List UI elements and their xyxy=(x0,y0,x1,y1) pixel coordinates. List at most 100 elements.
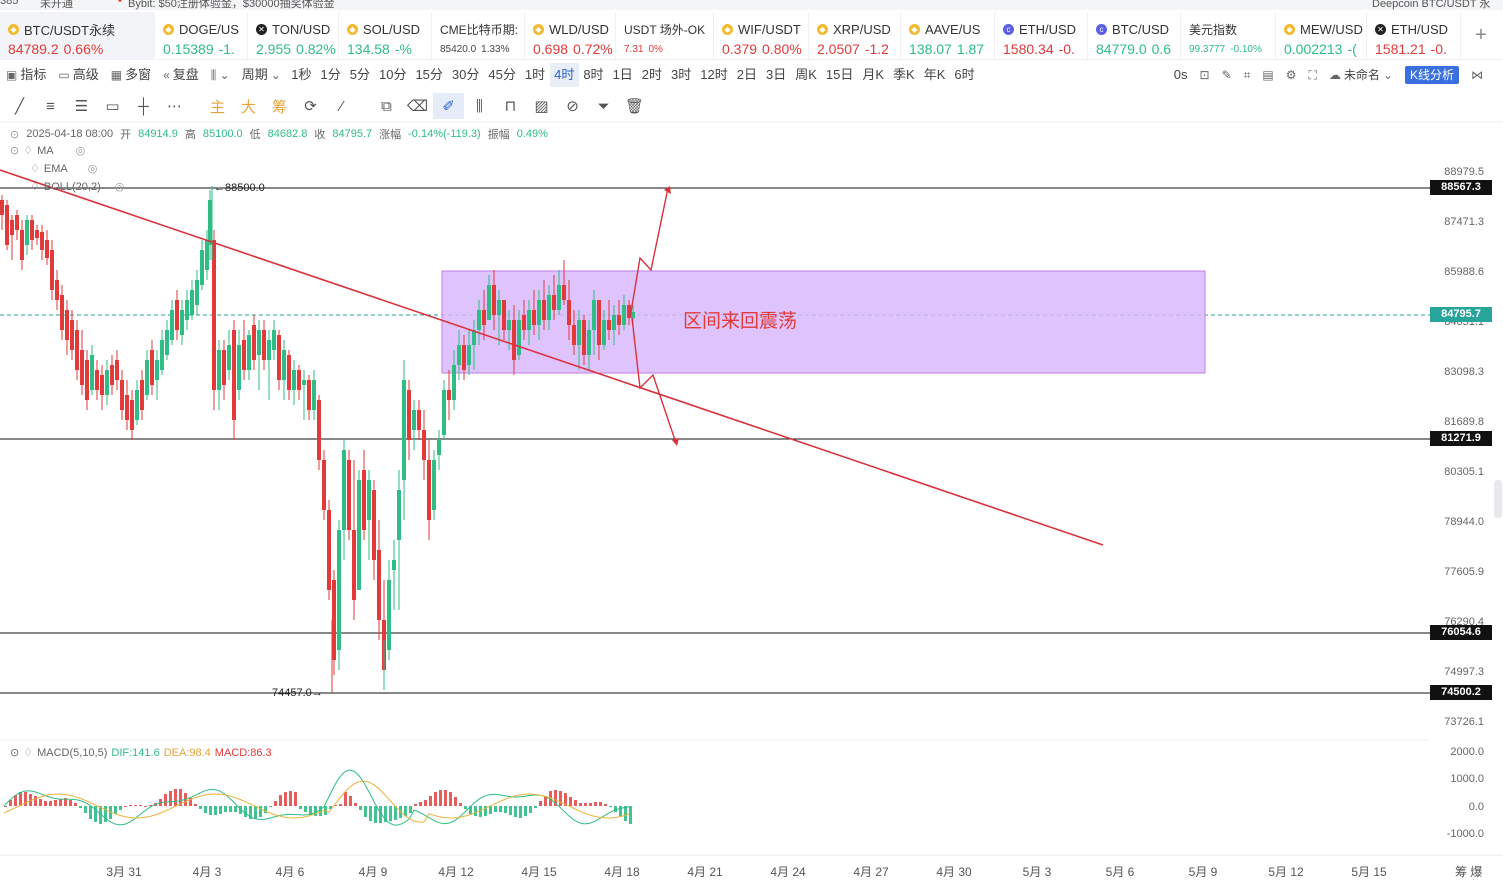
macd-bar xyxy=(529,806,532,813)
interval-6[interactable]: 45分 xyxy=(488,67,516,82)
fib-lines-icon[interactable]: ☰ xyxy=(74,98,89,115)
ticker-tab[interactable]: c BTC/USD 84779.0 0.6 xyxy=(1088,12,1181,60)
ema-legend[interactable]: ♢ EMA ◎ xyxy=(30,162,98,176)
macd-legend[interactable]: ⊙ ♢ MACD(5,10,5) DIF:141.6 DEA:98.4 MACD… xyxy=(10,746,272,760)
macd-bar xyxy=(389,806,392,821)
magic-wand-icon[interactable]: ⁄ xyxy=(340,97,343,115)
main-indicator-button[interactable]: 主 xyxy=(209,98,225,116)
macd-bar xyxy=(384,806,387,822)
boll-legend[interactable]: ♢ BOLL(20,2) ◎ xyxy=(30,180,125,194)
interval-18[interactable]: 月K xyxy=(862,67,885,82)
macd-bar xyxy=(594,802,597,806)
ticker-tab[interactable]: ◆ BTC/USDT永续 84789.2 0.66% xyxy=(0,12,155,60)
interval-12[interactable]: 3时 xyxy=(671,67,692,82)
interval-5[interactable]: 30分 xyxy=(451,67,480,82)
ticker-tab[interactable]: ◆ DOGE/US 0.15389 -1. xyxy=(155,12,248,60)
interval-13[interactable]: 12时 xyxy=(700,67,728,82)
rectangle-tool-icon[interactable]: ▭ xyxy=(105,98,120,115)
chart-type-button[interactable]: ⫼ ⌄ xyxy=(205,63,236,87)
ma-legend[interactable]: ⊙ ♢ MA ◎ xyxy=(10,144,86,158)
more-tools-icon[interactable]: ⋯ xyxy=(167,98,182,115)
interval-9[interactable]: 8时 xyxy=(583,67,604,82)
save-image-icon[interactable]: ▤ xyxy=(1262,68,1274,82)
collapse-icon[interactable]: ⊙ xyxy=(10,747,20,759)
collapse-icon[interactable]: ⊙ xyxy=(10,128,20,141)
lock-icon[interactable]: ⊓ xyxy=(504,98,517,115)
interval-11[interactable]: 2时 xyxy=(641,67,663,82)
camera-icon[interactable]: ⊡ xyxy=(1199,68,1210,82)
fullscreen-icon[interactable]: ⛶ xyxy=(1308,68,1317,82)
ticker-tab[interactable]: USDT 场外-OK 7.31 0% xyxy=(616,12,714,60)
interval-14[interactable]: 2日 xyxy=(736,67,757,82)
eye-off-icon[interactable]: ◎ xyxy=(114,181,125,193)
ticker-tab[interactable]: ✕ ETH/USD 1581.21 -0. xyxy=(1367,12,1461,60)
draw-mode-icon[interactable]: ✐ xyxy=(433,93,464,119)
ticker-tab[interactable]: ✕ TON/USD 2.955 0.82% xyxy=(248,12,339,60)
line-tool-icon[interactable]: ╱ xyxy=(14,98,25,115)
bars-icon[interactable]: ⫼ xyxy=(476,97,483,115)
multi-window-button[interactable]: ▦ 多窗 xyxy=(105,63,157,87)
pen-icon[interactable]: ✎ xyxy=(1221,68,1232,82)
interval-21[interactable]: 6时 xyxy=(954,67,975,82)
status-badge[interactable]: 未开通 xyxy=(40,0,73,10)
interval-8[interactable]: 4时 xyxy=(549,63,579,87)
chips-button[interactable]: 筹 xyxy=(271,98,287,116)
interval-7[interactable]: 1时 xyxy=(524,67,546,82)
filter-icon[interactable]: ⏷ xyxy=(597,97,610,115)
eye-off-icon[interactable]: ◎ xyxy=(87,163,98,175)
crop-icon[interactable]: ⌗ xyxy=(1243,68,1251,82)
layout-dropdown[interactable]: ☁ 未命名 ⌄ xyxy=(1323,63,1399,87)
interval-19[interactable]: 季K xyxy=(893,67,915,82)
ticker-tab[interactable]: ◆ WLD/USD 0.698 0.72% xyxy=(525,12,616,60)
share-icon[interactable]: ⋈ xyxy=(1471,68,1483,82)
candle-body xyxy=(5,205,9,245)
ticker-tab[interactable]: CME比特币期: 85420.0 1.33% xyxy=(432,12,525,60)
period-dropdown[interactable]: 周期 ⌄ xyxy=(236,63,287,87)
interval-10[interactable]: 1日 xyxy=(612,67,633,82)
interval-0[interactable]: 1秒 xyxy=(291,67,312,82)
magnet-icon[interactable]: ⊘ xyxy=(566,98,579,115)
replay-button[interactable]: «复盘 xyxy=(157,63,205,87)
scroll-handle[interactable] xyxy=(1494,480,1502,518)
gear-icon[interactable]: ⚙ xyxy=(1285,68,1297,82)
ticker-tab[interactable]: 美元指数 99.3777 -0.10% xyxy=(1181,12,1276,60)
macd-bar xyxy=(449,792,452,806)
horizontal-line-icon[interactable]: ┼ xyxy=(138,97,149,115)
interval-4[interactable]: 15分 xyxy=(415,67,443,82)
ticker-tab[interactable]: c ETH/USD 1580.34 -0. xyxy=(995,12,1088,60)
trash-icon[interactable]: 🗑 xyxy=(624,98,645,115)
collapse-icon[interactable]: ⊙ xyxy=(10,145,20,157)
low-value: 84682.8 xyxy=(267,128,308,140)
interval-16[interactable]: 周K xyxy=(795,67,817,82)
corner-label[interactable]: 筹 爆 xyxy=(1455,865,1483,879)
ticker-tab[interactable]: ◆ MEW/USD 0.002213 -( xyxy=(1276,12,1367,60)
ticker-quote: 99.3777 -0.10% xyxy=(1189,44,1269,55)
refresh-icon[interactable]: ⟳ xyxy=(304,98,317,115)
parallel-lines-icon[interactable]: ≡ xyxy=(46,97,55,115)
ticker-tab[interactable]: ◆ WIF/USDT 0.379 0.80% xyxy=(714,12,809,60)
promo-text[interactable]: Bybit: $50注册体验金，$30000抽奖体验金 xyxy=(128,0,335,10)
eraser-icon[interactable]: ⌫ xyxy=(406,98,429,115)
interval-20[interactable]: 年K xyxy=(923,67,946,82)
interval-15[interactable]: 3日 xyxy=(765,67,787,82)
ticker-tab[interactable]: ◆ AAVE/US 138.07 1.87 xyxy=(901,12,995,60)
candle-body xyxy=(257,330,261,355)
top-right-text[interactable]: Deepcoin BTC/USDT 永 xyxy=(1372,0,1491,10)
interval-1[interactable]: 1分 xyxy=(320,67,341,82)
indicators-button[interactable]: ▣ 指标 xyxy=(0,63,52,87)
interval-3[interactable]: 10分 xyxy=(378,67,407,82)
ticker-tab[interactable]: ◆ SOL/USD 134.58 -% xyxy=(339,12,432,60)
advanced-button[interactable]: ▭ 高级 xyxy=(52,63,104,87)
interval-17[interactable]: 15日 xyxy=(825,67,854,82)
ticker-tab[interactable]: ◆ XRP/USD 2.0507 -1.2 xyxy=(809,12,901,60)
kline-analysis-button[interactable]: K线分析 xyxy=(1399,63,1465,87)
add-tab-icon[interactable]: + xyxy=(1475,24,1487,46)
eye-off-icon[interactable]: ◎ xyxy=(75,145,86,157)
interval-2[interactable]: 5分 xyxy=(349,67,370,82)
copy-icon[interactable]: ⧉ xyxy=(381,97,392,115)
arrow-head-down xyxy=(672,438,679,446)
notes-icon[interactable]: ▨ xyxy=(534,98,549,115)
candle-body xyxy=(452,365,456,400)
big-order-button[interactable]: 大 xyxy=(240,98,256,116)
